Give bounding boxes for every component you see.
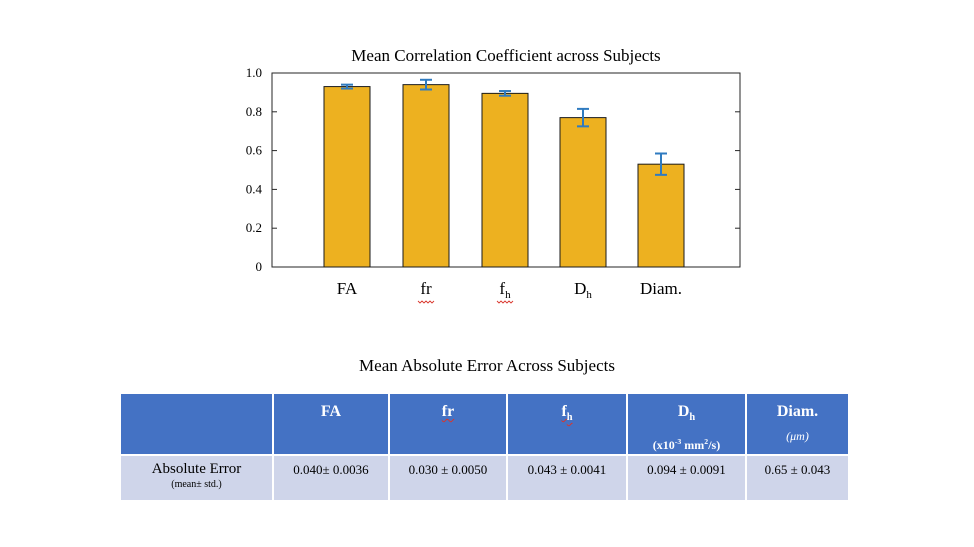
- header-fr-label: fr: [441, 403, 455, 420]
- bar: [481, 92, 529, 268]
- ytick-label: 0.4: [246, 181, 263, 196]
- ytick-label: 0.2: [246, 220, 262, 235]
- header-fh-label: f: [561, 403, 567, 420]
- spellcheck-underline: [417, 300, 435, 304]
- header-diam-label: Diam.: [776, 403, 819, 420]
- error-bar: [577, 107, 589, 128]
- ytick-label: 0.6: [246, 143, 263, 158]
- bar: [559, 117, 607, 268]
- row-label: Absolute Error: [151, 461, 242, 478]
- ytick-label: 1.0: [246, 65, 262, 80]
- header-diam: Diam. (μm): [746, 394, 850, 457]
- table-header-row: FA fr fh Dh (x10-3 mm2/s) Diam. (μm): [121, 394, 850, 457]
- xtick-label: Diam.: [640, 279, 682, 298]
- error-bar: [499, 90, 511, 97]
- row-label-cell: Absolute Error (mean± std.): [121, 455, 274, 501]
- bar: [637, 163, 685, 268]
- error-bar: [420, 78, 432, 91]
- value-fa: 0.040± 0.0036: [273, 455, 390, 501]
- error-bar: [341, 83, 353, 90]
- value-diam: 0.65 ± 0.043: [746, 455, 850, 501]
- value-dh: 0.094 ± 0.0091: [627, 455, 747, 501]
- header-fh: fh: [507, 394, 628, 457]
- bar-chart: Mean Correlation Coefficient across Subj…: [246, 46, 741, 304]
- error-table: FA fr fh Dh (x10-3 mm2/s) Diam. (μm) Abs…: [121, 394, 850, 501]
- header-fh-subscript: h: [566, 412, 573, 424]
- table-title: Mean Absolute Error Across Subjects: [359, 356, 615, 375]
- header-dh: Dh (x10-3 mm2/s): [627, 394, 747, 457]
- header-dh-label: D: [677, 403, 690, 420]
- row-sublabel: (mean± std.): [171, 479, 222, 491]
- xtick-label: Dh: [574, 279, 592, 301]
- header-diam-unit: (μm): [786, 429, 809, 443]
- header-empty-cell: [121, 394, 274, 457]
- header-fa: FA: [273, 394, 390, 457]
- header-dh-subscript: h: [689, 412, 696, 424]
- value-fr: 0.030 ± 0.0050: [389, 455, 508, 501]
- bar: [323, 86, 371, 268]
- xtick-label: fh: [499, 279, 511, 301]
- table-row: Absolute Error (mean± std.) 0.040± 0.003…: [121, 455, 850, 501]
- error-bar: [655, 152, 667, 176]
- xtick-label: fr: [420, 279, 432, 298]
- header-dh-unit: (x10-3 mm2/s): [652, 437, 721, 453]
- chart-title: Mean Correlation Coefficient across Subj…: [351, 46, 660, 65]
- spellcheck-underline: [496, 300, 514, 304]
- value-fh: 0.043 ± 0.0041: [507, 455, 628, 501]
- ytick-label: 0: [256, 259, 263, 274]
- header-fa-label: FA: [320, 403, 342, 420]
- xtick-label: FA: [337, 279, 358, 298]
- header-fr: fr: [389, 394, 508, 457]
- bar: [402, 84, 450, 268]
- ytick-label: 0.8: [246, 104, 262, 119]
